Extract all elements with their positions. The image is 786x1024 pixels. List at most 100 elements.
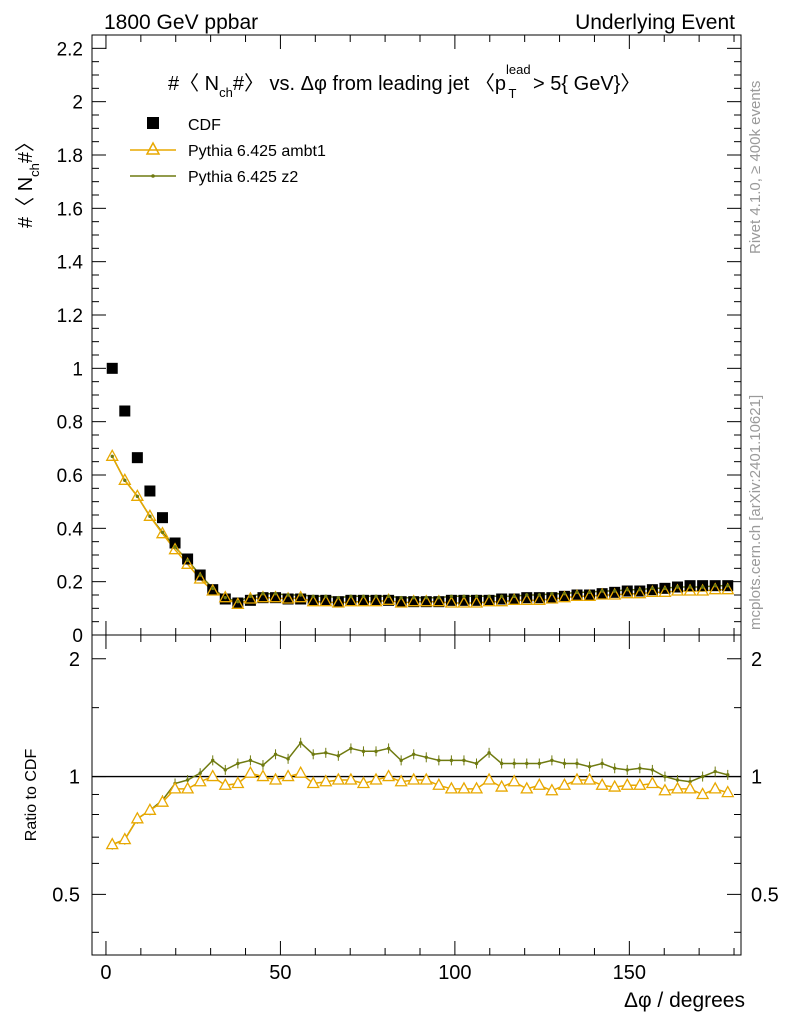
- z2-point: [148, 514, 152, 519]
- ambt1-point: [193, 571, 207, 584]
- ratio-z2-point: [587, 764, 592, 769]
- ratio-z2-point: [298, 741, 303, 745]
- z2-point: [462, 594, 466, 599]
- ratio-z2-point: [487, 751, 491, 755]
- z2-point: [537, 593, 542, 597]
- ratio-ambt1-point: [469, 781, 484, 794]
- ratio-ambt1-point: [507, 774, 521, 787]
- z2-point: [173, 545, 177, 549]
- z2-point: [286, 593, 290, 597]
- title-part-T: T: [509, 86, 517, 101]
- main-ytick-label: 2.2: [57, 39, 83, 60]
- ratio-ambt1-point: [482, 772, 496, 785]
- ambt1-point: [181, 556, 195, 569]
- ratio-z2-point: [612, 766, 617, 770]
- cdf-point: [496, 593, 508, 605]
- ratio-z2-point: [525, 761, 529, 766]
- ambt1-point: [105, 448, 119, 461]
- ratio-ytick-label-right: 2: [751, 649, 762, 671]
- ratio-data-layer: [92, 737, 741, 850]
- z2-point: [688, 585, 692, 589]
- z2-point: [625, 587, 629, 592]
- ratio-ambt1-point: [696, 787, 710, 800]
- ratio-ylabel: Ratio to CDF: [23, 749, 40, 842]
- ambt1-point: [645, 584, 659, 597]
- ambt1-point: [683, 583, 697, 596]
- ratio-z2-point: [700, 774, 705, 779]
- ylabel-part-b: #〉: [15, 132, 37, 163]
- z2-point: [512, 594, 516, 599]
- cdf-point: [307, 594, 319, 606]
- ambt1-point: [344, 594, 358, 607]
- z2-point: [135, 494, 140, 499]
- cdf-point: [119, 405, 131, 417]
- ambt1-point: [356, 594, 371, 607]
- ambt1-point: [633, 586, 647, 599]
- z2-point: [298, 593, 303, 597]
- z2-point: [600, 589, 604, 593]
- ambt1-point: [482, 594, 496, 607]
- ratio-ytick-label-right: 0.5: [751, 884, 779, 906]
- z2-point: [587, 590, 592, 595]
- ratio-ambt1-point: [268, 772, 283, 785]
- cdf-point: [370, 594, 382, 606]
- ratio-z2-point: [675, 778, 680, 782]
- ambt1-point: [608, 587, 622, 600]
- z2-point: [612, 589, 617, 593]
- ambt1-point: [457, 595, 471, 608]
- cdf-point: [257, 592, 269, 604]
- ratio-ambt1-point: [670, 781, 685, 794]
- cdf-point: [546, 592, 558, 604]
- ratio-line-z2: [111, 741, 728, 846]
- ratio-z2-point: [412, 752, 416, 756]
- z2-point: [575, 590, 579, 595]
- legend: CDF Pythia 6.425 ambt1 Pythia 6.425 z2: [130, 117, 326, 186]
- ratio-z2-point: [462, 758, 466, 763]
- main-title: #〈 Nch#〉 vs. Δφ from leading jet 〈plead T…: [168, 62, 640, 101]
- cdf-point: [332, 596, 344, 608]
- ratio-ambt1-point: [658, 783, 672, 796]
- ratio-ytick-label-left: 0.5: [52, 884, 80, 906]
- main-axis-ticks: 0 0.2 0.4 0.6 0.8 1 1.2 1.4 1.6 1.8 2 2.2: [57, 35, 741, 647]
- ratio-ambt1-point: [444, 781, 458, 794]
- ambt1-point: [394, 595, 408, 608]
- main-data-layer: [105, 362, 735, 609]
- z2-point: [525, 593, 529, 597]
- cdf-point: [106, 362, 118, 374]
- z2-point: [638, 587, 642, 592]
- z2-point: [223, 595, 227, 600]
- ratio-z2-point: [437, 758, 441, 763]
- ratio-ambt1-point: [356, 776, 371, 789]
- ratio-ambt1-point: [520, 781, 534, 794]
- z2-point: [700, 585, 705, 589]
- cdf-point: [571, 589, 583, 601]
- main-ytick-label: 1.6: [57, 199, 83, 220]
- header-right: Underlying Event: [575, 11, 735, 34]
- z2-point: [273, 591, 278, 596]
- svg-text:#〈 Nch#〉: #〈 Nch#〉: [15, 132, 42, 228]
- ratio-ambt1-point: [545, 783, 559, 796]
- z2-point: [562, 591, 567, 596]
- mcplots-label: mcplots.cern.ch [arXiv:2401.10621]: [747, 395, 764, 630]
- z2-point: [110, 454, 114, 459]
- ambt1-point: [319, 594, 333, 607]
- cdf-point: [558, 590, 570, 602]
- ratio-ambt1-point: [168, 781, 182, 794]
- cdf-point: [357, 594, 369, 606]
- ratio-ambt1-point: [218, 777, 232, 790]
- ratio-ambt1-point: [608, 779, 622, 792]
- ratio-ambt1-point: [457, 781, 471, 794]
- ratio-ambt1-point: [645, 776, 659, 789]
- ratio-z2-point: [424, 755, 428, 760]
- cdf-point: [458, 594, 470, 606]
- ratio-ambt1-point: [708, 781, 722, 794]
- ratio-z2-point: [361, 749, 366, 754]
- ratio-ambt1-point: [432, 777, 446, 790]
- z2-point: [437, 595, 441, 600]
- ratio-ambt1-point: [582, 772, 597, 785]
- ambt1-point: [419, 594, 433, 607]
- main-ytick-label: 1.4: [57, 253, 84, 274]
- z2-point: [123, 478, 127, 483]
- ratio-ambt1-point: [495, 779, 509, 792]
- main-ytick-label: 1: [72, 359, 83, 380]
